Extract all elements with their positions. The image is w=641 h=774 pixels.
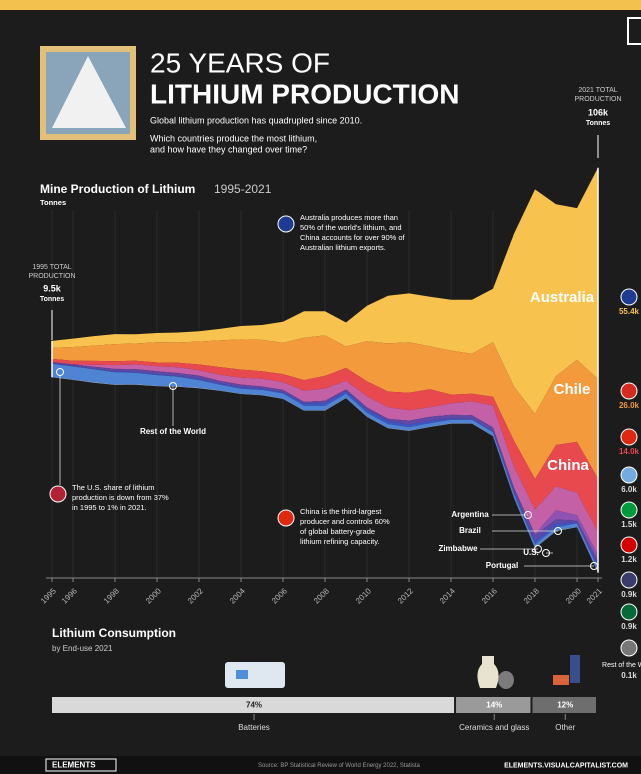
flag <box>621 289 637 305</box>
series-label: Rest of the World <box>140 427 206 436</box>
bar-value-label: 12% <box>557 701 573 710</box>
top-stripe <box>0 0 641 10</box>
bar-category: Batteries <box>238 723 270 732</box>
end-value-label: 14.0k <box>619 447 640 456</box>
start-total: 1995 TOTAL <box>32 264 71 271</box>
flag <box>621 537 637 553</box>
flag <box>50 486 66 502</box>
flag <box>621 502 637 518</box>
annotation: lithium refining capacity. <box>300 537 379 546</box>
end-value-label: 0.1k <box>621 671 637 680</box>
right-series-name: Rest of the World <box>602 662 641 669</box>
flag <box>278 510 294 526</box>
site: ELEMENTS.VISUALCAPITALIST.COM <box>504 762 628 769</box>
series-label: China <box>547 457 589 474</box>
flag <box>621 572 637 588</box>
unit: Tonnes <box>40 198 66 207</box>
series-label: U.S. <box>523 548 539 557</box>
bar-category: Ceramics and glass <box>459 723 529 732</box>
series-label: Zimbabwe <box>438 544 478 553</box>
annotation: The U.S. share of lithium <box>72 483 155 492</box>
flag <box>621 640 637 656</box>
flag <box>621 383 637 399</box>
source: Source: BP Statistical Review of World E… <box>258 763 421 769</box>
spray-icon <box>570 655 580 683</box>
end-total: 106k <box>588 107 609 117</box>
battery-label <box>236 670 248 679</box>
title-line-2: LITHIUM PRODUCTION <box>150 78 460 109</box>
subtitle: Global lithium production has quadrupled… <box>150 115 362 125</box>
series-label: Argentina <box>451 510 489 519</box>
bar-value-label: 74% <box>246 701 262 710</box>
end-value-label: 1.5k <box>621 520 637 529</box>
end-total: 2021 TOTAL <box>578 87 617 94</box>
flag <box>621 604 637 620</box>
chart-title: Mine Production of Lithium <box>40 182 195 196</box>
chart-title-suffix: 1995-2021 <box>214 182 272 196</box>
annotation: Australian lithium exports. <box>300 243 386 252</box>
start-total: Tonnes <box>40 296 64 303</box>
bar-subtitle: by End-use 2021 <box>52 644 113 653</box>
end-value-label: 55.4k <box>619 307 640 316</box>
flag <box>278 216 294 232</box>
end-value-label: 6.0k <box>621 485 637 494</box>
flag <box>621 429 637 445</box>
bar-value-label: 14% <box>486 701 502 710</box>
bar-category: Other <box>555 723 575 732</box>
series-label: Portugal <box>486 561 518 570</box>
end-value-label: 0.9k <box>621 622 637 631</box>
end-total: PRODUCTION <box>574 96 621 103</box>
question: Which countries produce the most lithium… <box>150 133 317 143</box>
end-value-label: 0.9k <box>621 590 637 599</box>
bar-title: Lithium Consumption <box>52 626 176 640</box>
annotation: in 1995 to 1% in 2021. <box>72 503 147 512</box>
brand: ELEMENTS <box>52 761 96 770</box>
question: and how have they changed over time? <box>150 144 307 154</box>
series-label: Brazil <box>459 526 481 535</box>
annotation: 50% of the world's lithium, and <box>300 223 401 232</box>
end-value-label: 1.2k <box>621 555 637 564</box>
end-total: Tonnes <box>586 120 610 127</box>
title-line-1: 25 YEARS OF <box>150 47 330 78</box>
infographic: 25 YEARS OF LITHIUM PRODUCTION Global li… <box>0 0 641 774</box>
annotation: producer and controls 60% <box>300 517 390 526</box>
series-label: Chile <box>554 381 591 398</box>
battery-icon <box>225 662 285 688</box>
annotation: Australia produces more than <box>300 213 398 222</box>
series-label: Australia <box>530 289 595 306</box>
annotation: of global battery-grade <box>300 527 375 536</box>
start-total: 9.5k <box>43 283 62 293</box>
annotation: production is down from 37% <box>72 493 169 502</box>
start-total: PRODUCTION <box>28 273 75 280</box>
end-value-label: 26.0k <box>619 401 640 410</box>
glass-icon <box>498 671 514 689</box>
annotation: China is the third-largest <box>300 507 382 516</box>
annotation: China accounts for over 90% of <box>300 233 406 242</box>
flag <box>621 467 637 483</box>
box-icon <box>553 675 569 685</box>
